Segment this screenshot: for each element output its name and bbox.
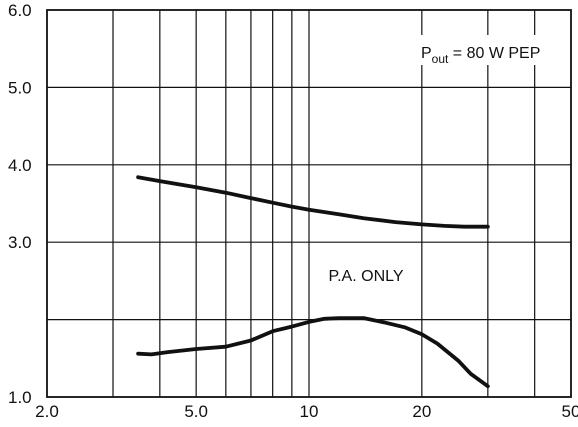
series-line-1 [136, 175, 490, 229]
series-layer [136, 175, 490, 389]
plot-border [46, 9, 572, 398]
pout-annotation: Pout = 80 W PEP [421, 45, 540, 66]
pout-prefix: P [421, 45, 432, 62]
y-tick-label: 6.0 [8, 1, 32, 20]
x-tick-label: 10 [300, 402, 319, 421]
pa-only-annotation: P.A. ONLY [329, 268, 404, 285]
y-tick-label: 4.0 [8, 156, 32, 175]
annotations: Pout = 80 W PEP P.A. ONLY [318, 35, 562, 288]
pout-label-background [412, 35, 562, 65]
x-tick-label: 50 [562, 402, 578, 421]
x-tick-label: 2.0 [35, 402, 59, 421]
y-tick-label: 3.0 [8, 233, 32, 252]
x-tick-label: 5.0 [184, 402, 208, 421]
x-tick-label: 20 [412, 402, 431, 421]
y-tick-label: 1.0 [8, 388, 32, 407]
plot-frame [46, 9, 572, 398]
pout-suffix: = 80 W PEP [448, 45, 540, 62]
pout-subscript: out [432, 52, 449, 66]
grid [47, 10, 571, 397]
y-tick-label: 5.0 [8, 78, 32, 97]
pa-only-label-background [318, 262, 414, 288]
tick-labels: 2.0 5.0 10 20 50 1.0 3.0 4.0 5.0 6.0 [8, 1, 578, 421]
series-line-2 [136, 316, 490, 389]
